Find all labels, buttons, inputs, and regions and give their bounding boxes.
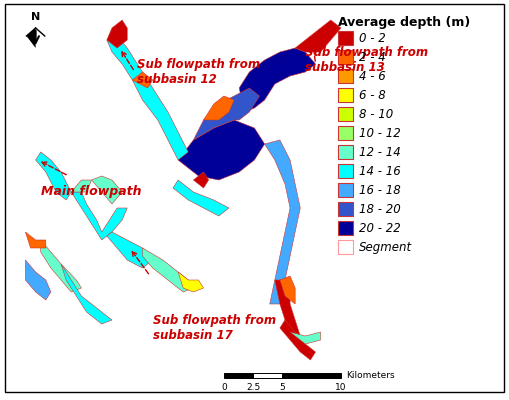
Text: 12 - 14: 12 - 14 (359, 146, 401, 159)
Polygon shape (239, 48, 316, 112)
Polygon shape (280, 320, 316, 360)
Polygon shape (178, 272, 204, 292)
Polygon shape (173, 180, 229, 216)
Polygon shape (204, 96, 234, 120)
Text: 5: 5 (279, 383, 286, 392)
Text: 6 - 8: 6 - 8 (359, 88, 385, 102)
Text: Sub flowpath from
subbasin 13: Sub flowpath from subbasin 13 (305, 46, 429, 74)
Polygon shape (107, 20, 127, 48)
Text: Segment: Segment (359, 241, 412, 254)
Text: 2 - 4: 2 - 4 (359, 50, 385, 64)
FancyBboxPatch shape (338, 88, 353, 102)
Polygon shape (25, 260, 51, 300)
Text: 10: 10 (335, 383, 347, 392)
FancyBboxPatch shape (338, 183, 353, 197)
Text: Kilometers: Kilometers (346, 372, 394, 380)
Polygon shape (107, 232, 153, 268)
FancyBboxPatch shape (338, 202, 353, 216)
Bar (224, 373, 253, 378)
FancyBboxPatch shape (338, 126, 353, 140)
FancyBboxPatch shape (338, 107, 353, 121)
Text: 0 - 2: 0 - 2 (359, 32, 385, 44)
Polygon shape (25, 232, 46, 248)
Polygon shape (275, 280, 300, 336)
Text: N: N (31, 12, 40, 22)
FancyBboxPatch shape (338, 31, 353, 45)
Bar (282, 373, 341, 378)
Text: Average depth (m): Average depth (m) (338, 16, 471, 29)
FancyBboxPatch shape (338, 50, 353, 64)
Text: 10 - 12: 10 - 12 (359, 127, 401, 140)
Polygon shape (26, 28, 36, 48)
Text: Main flowpath: Main flowpath (41, 186, 141, 198)
FancyBboxPatch shape (338, 164, 353, 178)
Polygon shape (71, 192, 127, 240)
Polygon shape (193, 172, 209, 188)
Text: 14 - 16: 14 - 16 (359, 165, 401, 178)
Polygon shape (295, 20, 341, 52)
Polygon shape (290, 332, 321, 344)
Polygon shape (265, 140, 300, 304)
Text: 0: 0 (221, 383, 227, 392)
FancyBboxPatch shape (338, 145, 353, 159)
Text: 18 - 20: 18 - 20 (359, 203, 401, 216)
Polygon shape (178, 120, 265, 180)
Text: Sub flowpath from
subbasin 12: Sub flowpath from subbasin 12 (137, 58, 261, 86)
Polygon shape (61, 264, 112, 324)
Text: 20 - 22: 20 - 22 (359, 222, 401, 235)
Text: 16 - 18: 16 - 18 (359, 184, 401, 197)
FancyBboxPatch shape (338, 69, 353, 83)
Text: 8 - 10: 8 - 10 (359, 108, 393, 120)
FancyBboxPatch shape (338, 221, 353, 236)
Text: 4 - 6: 4 - 6 (359, 70, 385, 82)
Text: Sub flowpath from
subbasin 17: Sub flowpath from subbasin 17 (153, 314, 276, 342)
Polygon shape (92, 176, 122, 204)
Polygon shape (71, 180, 92, 192)
Polygon shape (132, 72, 153, 88)
Bar (253, 373, 282, 378)
Polygon shape (143, 248, 193, 292)
Polygon shape (41, 240, 81, 292)
FancyBboxPatch shape (338, 240, 353, 254)
Polygon shape (280, 276, 295, 304)
Polygon shape (193, 88, 260, 140)
Polygon shape (36, 152, 71, 200)
Polygon shape (107, 36, 188, 160)
Text: 2.5: 2.5 (246, 383, 260, 392)
